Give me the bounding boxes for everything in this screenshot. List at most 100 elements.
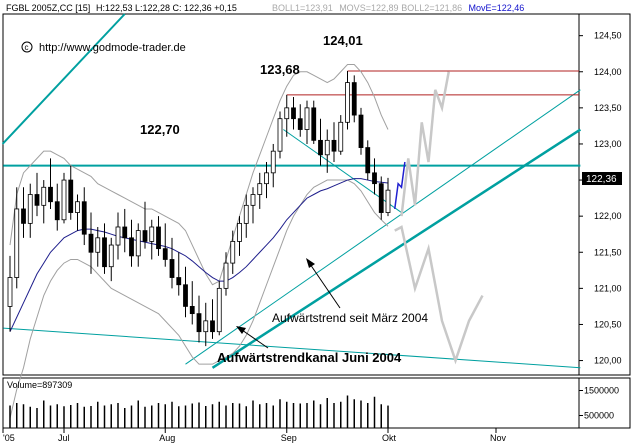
candle-body [88,233,94,253]
x-tick-label: Okt [382,433,397,443]
last-price-box [582,172,622,185]
candle-body [351,82,357,116]
candle-body [291,107,296,120]
price-panel-frame [2,13,580,376]
y-tick-label: 120,00 [594,356,622,366]
volume-label: Volume=897309 [7,380,72,390]
volume-tick-label: 1500000 [584,386,619,396]
candle-body [250,194,256,206]
channel-arrowhead [236,326,246,334]
x-tick-label: Nov [490,433,507,443]
level-12401-label: 124,01 [323,33,363,48]
y-tick-label: 121,00 [594,283,622,293]
moving-average [9,178,389,332]
indicator-value: BOLL2=121,86 [401,3,462,13]
candle-body [257,183,263,195]
horizontal-levels [286,70,579,96]
indicator-value: BOLL1=123,91 [272,3,333,13]
time-axis-ticks: '05 Jul Aug Sep Okt Nov [2,428,507,443]
last-price-value: 122,36 [586,174,617,185]
candle-body [7,277,13,307]
candle-body [223,262,229,289]
candle-body [345,82,350,123]
candle-body [264,172,269,185]
volume-bars [9,395,389,428]
candle-body [338,121,344,152]
candle-body [230,241,236,264]
last-price-tag: 122,36 [582,172,622,185]
bollinger-upper-band [9,64,389,286]
candle-body [203,320,209,333]
candle-body [27,194,33,224]
x-tick-label: Sep [281,433,297,443]
candle-body [169,259,175,278]
candle-body [372,172,377,185]
channel-arrow [241,329,269,349]
price-axis-frame [578,13,631,376]
volume-axis-frame [578,377,631,429]
candle-body [196,313,202,333]
trend-arrow [309,263,341,309]
candle-body [277,118,283,152]
candle-body [297,118,303,130]
candle-body [304,107,310,130]
candle-body [284,107,290,120]
trend-arrowhead [306,258,315,268]
candle-body [34,194,40,206]
moving-average-line [9,178,389,332]
candle-body [311,107,317,141]
candle-body [122,226,128,239]
indicator-readouts: BOLL1=123,91 MOVS=122,89 BOLL2=121,86 MovE=… [272,3,524,13]
channel-bottom-line [211,128,582,369]
y-tick-label: 120,50 [594,319,622,329]
level-12270-label: 122,70 [140,122,180,137]
candle-body [318,139,323,156]
candle-body [156,226,161,250]
indicator-value: MovE=122,46 [469,3,525,13]
volume-tick-label: 500000 [584,411,614,421]
candle-body [41,186,47,206]
y-tick-label: 122,00 [594,211,622,221]
candle-body [162,248,168,260]
x-tick-label: Jul [58,433,70,443]
trend-label: Aufwärtstrend seit März 2004 [272,311,428,325]
candle-body [48,186,53,203]
candle-body [75,201,80,213]
watermark-text: http://www.godmode-trader.de [39,42,186,54]
candle-body [365,147,371,174]
volume-panel-frame [2,377,580,429]
level-12368-label: 123,68 [260,62,300,77]
trend-lines [1,13,582,369]
candle-body [358,114,364,148]
candle-body [54,201,60,221]
candle-body [14,208,20,278]
candle-body [61,179,67,221]
y-tick-label: 124,00 [594,67,622,77]
bollinger-lower-band [9,179,389,419]
symbol-label: FGBL 2005Z,CC [15] [6,3,90,13]
bollinger-bands [9,64,389,419]
candle-body [108,244,114,268]
upper-channel-line [1,13,126,145]
candle-body [216,287,222,333]
channel-label: Aufwärtstrendkanal Juni 2004 [217,350,402,365]
candle-body [385,189,391,213]
y-tick-label: 123,50 [594,103,622,113]
x-tick-label: '05 [3,433,15,443]
projection-up-path [400,71,450,217]
candle-body [183,284,188,307]
candle-body [135,230,141,257]
projection-blue-path [394,161,406,210]
candle-body [102,237,107,268]
indicator-value: MOVS=122,89 [339,3,398,13]
watermark: c http://www.godmode-trader.de [21,41,186,54]
candle-body [378,183,384,213]
candle-body [142,230,148,242]
volume-axis-ticks: 1500000 500000 [579,386,619,421]
candle-body [176,277,182,286]
projection-down-path [394,225,484,365]
lower-support-line [3,327,581,369]
candle-body [149,226,155,242]
projection-paths [394,71,484,365]
